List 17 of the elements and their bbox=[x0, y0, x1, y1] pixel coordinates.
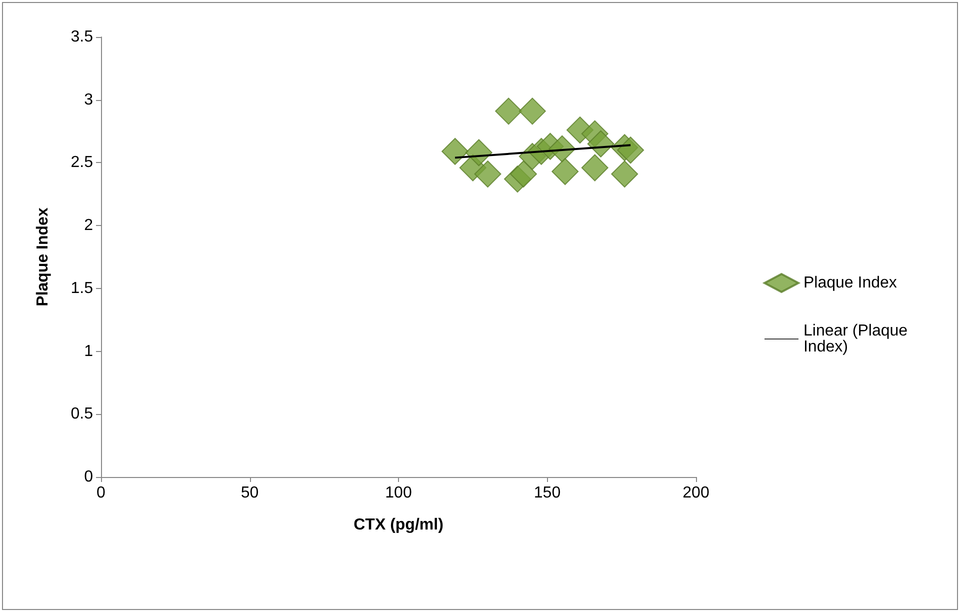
x-tick-label: 150 bbox=[534, 484, 561, 502]
y-tick-label: 3.5 bbox=[70, 28, 94, 46]
x-axis-title: CTX (pg/ml) bbox=[354, 516, 444, 534]
x-tick-label: 50 bbox=[240, 484, 259, 502]
y-tick-label: 2.5 bbox=[70, 154, 94, 172]
legend-label: Linear (Plaque Index) bbox=[803, 322, 912, 356]
y-tick-label: 0.5 bbox=[70, 406, 94, 423]
y-tick-label: 1 bbox=[84, 342, 94, 360]
y-tick-label: 3 bbox=[84, 91, 94, 108]
y-axis-title: Plaque Index bbox=[34, 208, 52, 306]
y-tick-label: 1.5 bbox=[70, 280, 94, 297]
x-tick-label: 100 bbox=[385, 484, 412, 502]
x-tick-label: 200 bbox=[682, 484, 710, 502]
y-tick-label: 0 bbox=[84, 468, 94, 486]
y-tick-label: 2 bbox=[84, 217, 94, 234]
legend-label: Plaque Index bbox=[803, 274, 897, 292]
x-tick-label: 0 bbox=[96, 484, 106, 502]
